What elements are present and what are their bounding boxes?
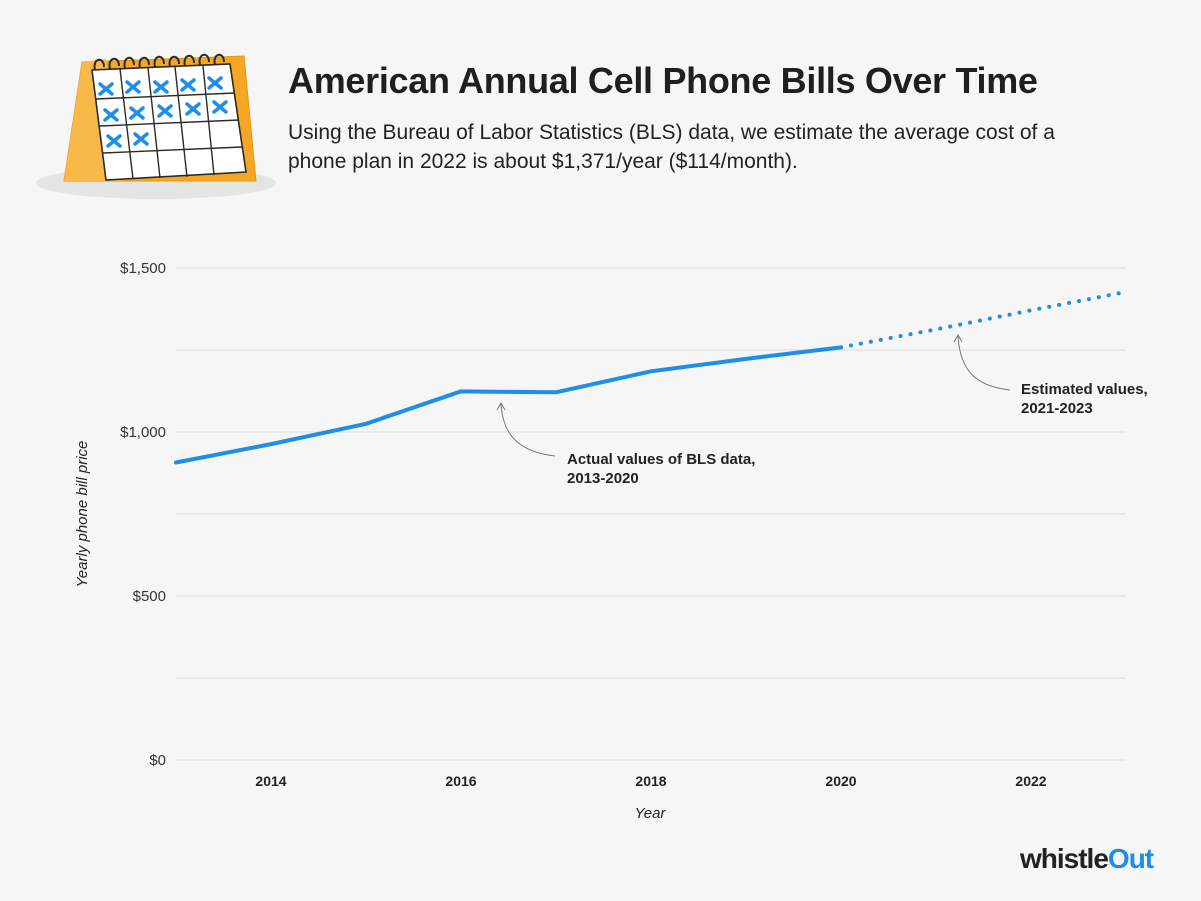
chart-title: American Annual Cell Phone Bills Over Ti… [288, 60, 1038, 101]
x-tick-label-2022: 2022 [1015, 773, 1046, 789]
y-axis-ticks: $0 $500 $1,000 $1,500 [120, 260, 166, 769]
annotation-arrow-estimated [957, 335, 1011, 391]
y-tick-label-1000: $1,000 [120, 424, 166, 441]
chart-subtitle: Using the Bureau of Labor Statistics (BL… [288, 121, 1055, 173]
whistleout-logo: whistleOut [1020, 843, 1154, 875]
annotation-estimated-line1: Estimated values, [1021, 381, 1148, 398]
logo-text-part1: whistle [1020, 843, 1109, 874]
calendar-icon [36, 53, 276, 199]
logo-text-part2: Out [1107, 843, 1154, 874]
annotation-arrowhead-actual [496, 401, 506, 411]
y-tick-label-500: $500 [133, 588, 166, 605]
actual-series-line [174, 345, 843, 465]
annotation-arrow-actual [500, 403, 556, 457]
annotation-actual-line1: Actual values of BLS data, [567, 451, 755, 468]
annotations: Actual values of BLS data, 2013-2020 Est… [496, 333, 1148, 487]
x-axis-ticks: 2014 2016 2018 2020 2022 [255, 773, 1046, 789]
estimated-series-line [839, 289, 1128, 350]
y-axis-title: Yearly phone bill price [74, 441, 91, 588]
annotation-estimated-line2: 2021-2023 [1021, 400, 1093, 417]
y-tick-label-0: $0 [149, 752, 166, 769]
data-series [174, 289, 1128, 465]
x-tick-label-2014: 2014 [255, 773, 286, 789]
grid-lines [176, 267, 1126, 761]
x-tick-label-2018: 2018 [635, 773, 666, 789]
y-tick-label-1500: $1,500 [120, 260, 166, 277]
x-tick-label-2020: 2020 [825, 773, 856, 789]
x-tick-label-2016: 2016 [445, 773, 476, 789]
x-axis-title: Year [635, 805, 667, 822]
annotation-arrowhead-estimated [953, 333, 963, 343]
annotation-actual-line2: 2013-2020 [567, 470, 639, 487]
